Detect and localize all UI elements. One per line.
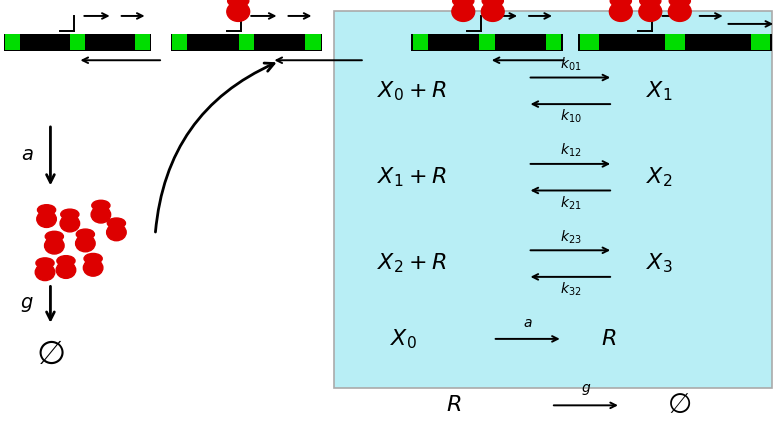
Circle shape	[639, 0, 661, 7]
Text: $k_{32}$: $k_{32}$	[559, 280, 581, 298]
Bar	[172, 34, 187, 50]
Ellipse shape	[609, 2, 632, 21]
Text: $X_3$: $X_3$	[646, 252, 673, 276]
Text: $k_{23}$: $k_{23}$	[559, 228, 581, 246]
Circle shape	[482, 0, 504, 7]
Circle shape	[37, 205, 56, 215]
Ellipse shape	[56, 262, 76, 278]
Circle shape	[45, 231, 64, 242]
Ellipse shape	[452, 2, 475, 21]
Circle shape	[669, 0, 691, 7]
Bar	[70, 34, 85, 50]
Text: $X_2 + R$: $X_2 + R$	[376, 252, 446, 276]
Bar	[480, 34, 494, 50]
Circle shape	[61, 209, 79, 220]
Text: $\varnothing$: $\varnothing$	[36, 338, 64, 371]
Text: $R$: $R$	[446, 394, 462, 416]
Bar	[4, 34, 151, 51]
Text: $k_{01}$: $k_{01}$	[559, 55, 581, 73]
Circle shape	[452, 0, 474, 7]
Circle shape	[57, 256, 75, 266]
Bar	[666, 34, 685, 50]
FancyBboxPatch shape	[334, 11, 772, 388]
Text: $k_{12}$: $k_{12}$	[559, 142, 581, 159]
Bar	[750, 34, 770, 50]
Bar	[239, 34, 254, 50]
Ellipse shape	[36, 211, 57, 227]
Bar	[546, 34, 561, 50]
Ellipse shape	[91, 206, 111, 223]
Bar	[5, 34, 20, 50]
Text: $g$: $g$	[20, 295, 34, 314]
Ellipse shape	[35, 264, 55, 280]
Circle shape	[227, 0, 249, 7]
Bar	[580, 34, 600, 50]
Ellipse shape	[75, 235, 95, 252]
Ellipse shape	[668, 2, 691, 21]
Text: $a$: $a$	[21, 146, 33, 164]
Text: $X_0 + R$: $X_0 + R$	[376, 79, 446, 103]
Ellipse shape	[227, 2, 250, 21]
Text: $X_1$: $X_1$	[646, 79, 673, 103]
Text: $X_0$: $X_0$	[390, 327, 417, 351]
Text: $g$: $g$	[580, 382, 591, 397]
Bar	[411, 34, 563, 51]
Ellipse shape	[639, 2, 662, 21]
Text: $R$: $R$	[601, 328, 617, 350]
FancyArrowPatch shape	[155, 63, 274, 232]
Bar	[413, 34, 428, 50]
Ellipse shape	[83, 260, 103, 276]
Circle shape	[84, 253, 102, 264]
Ellipse shape	[44, 237, 64, 254]
Circle shape	[76, 229, 95, 239]
Ellipse shape	[60, 215, 80, 232]
Bar	[171, 34, 322, 51]
Circle shape	[92, 200, 110, 211]
Bar	[306, 34, 320, 50]
Text: $X_2$: $X_2$	[646, 165, 673, 189]
Text: $k_{21}$: $k_{21}$	[559, 194, 581, 212]
Circle shape	[36, 258, 54, 268]
Text: $X_1 + R$: $X_1 + R$	[376, 165, 446, 189]
Bar	[578, 34, 772, 51]
Text: $a$: $a$	[523, 316, 532, 330]
Text: $k_{10}$: $k_{10}$	[559, 108, 581, 125]
Circle shape	[107, 218, 126, 229]
Text: $\varnothing$: $\varnothing$	[667, 391, 691, 420]
Ellipse shape	[481, 2, 504, 21]
Circle shape	[610, 0, 632, 7]
Ellipse shape	[106, 224, 126, 241]
Bar	[135, 34, 150, 50]
